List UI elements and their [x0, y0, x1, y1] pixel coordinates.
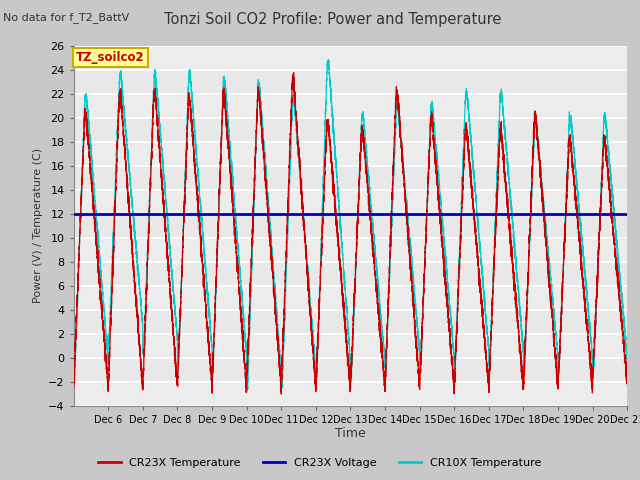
Bar — [74, 286, 627, 310]
Y-axis label: Power (V) / Temperature (C): Power (V) / Temperature (C) — [33, 148, 42, 303]
Bar — [74, 142, 627, 166]
Legend: CR23X Temperature, CR23X Voltage, CR10X Temperature: CR23X Temperature, CR23X Voltage, CR10X … — [94, 453, 546, 472]
Bar — [74, 238, 627, 262]
Bar — [74, 334, 627, 358]
Text: Tonzi Soil CO2 Profile: Power and Temperature: Tonzi Soil CO2 Profile: Power and Temper… — [164, 12, 502, 27]
Bar — [74, 94, 627, 118]
Text: No data for f_T2_BattV: No data for f_T2_BattV — [3, 12, 129, 23]
X-axis label: Time: Time — [335, 427, 366, 441]
Text: TZ_soilco2: TZ_soilco2 — [76, 51, 145, 64]
Bar — [74, 190, 627, 214]
Bar — [74, 382, 627, 406]
Bar — [74, 46, 627, 70]
